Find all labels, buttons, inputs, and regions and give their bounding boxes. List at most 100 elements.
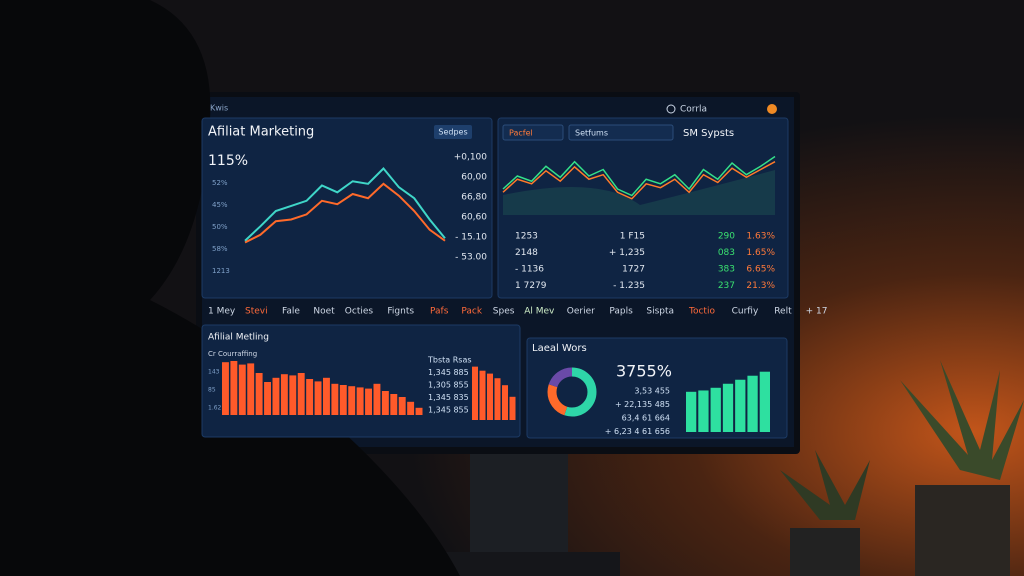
search-icon <box>666 104 676 114</box>
axis-label: 50% <box>212 223 228 231</box>
plant <box>780 360 1024 576</box>
table-cell: 21.3% <box>746 281 775 291</box>
list-item: 3,53 455 <box>634 387 670 396</box>
bar <box>339 385 347 415</box>
bar <box>759 371 770 432</box>
list-item: 1,345 855 <box>428 406 469 415</box>
bar <box>407 401 415 415</box>
list-item: 63,4 61 664 <box>622 414 670 423</box>
data-line <box>502 155 776 197</box>
bar <box>479 370 486 420</box>
list-item: 1,345 835 <box>428 393 469 402</box>
list-item: + 6,23 4 61 656 <box>605 427 670 436</box>
axis-label: - 15.10 <box>455 233 487 243</box>
table-cell: 383 <box>718 265 735 275</box>
table-cell: 1727 <box>622 265 645 275</box>
table-cell: 6.65% <box>746 265 775 275</box>
nav-tab[interactable]: Curfiy <box>732 307 759 317</box>
monitor-stand <box>470 448 568 558</box>
table-cell: 1 7279 <box>515 281 547 291</box>
data-line <box>502 161 776 200</box>
bar <box>698 390 709 432</box>
nav-tab[interactable]: Fignts <box>387 307 414 317</box>
area <box>503 170 775 215</box>
nav-tab[interactable]: Octies <box>345 307 374 317</box>
axis-label: 143 <box>208 369 220 376</box>
stat: 3755% <box>616 362 672 381</box>
bar <box>502 385 508 420</box>
panel-title: Afiliat Marketing <box>208 125 314 140</box>
tab-label: Pacfel <box>509 129 533 138</box>
nav-tab[interactable]: Papls <box>609 307 633 317</box>
nav-tab[interactable]: Oerier <box>567 307 595 317</box>
panel-title: Laeal Wors <box>532 343 587 354</box>
axis-label: 1.62 <box>208 405 222 412</box>
bar <box>222 362 229 415</box>
nav-tab[interactable]: Toctio <box>688 307 715 317</box>
nav-tab[interactable]: Sispta <box>646 307 674 317</box>
nav-tab[interactable]: Stevi <box>245 307 268 317</box>
nav-tab[interactable]: Fale <box>282 307 300 317</box>
bar <box>238 364 246 415</box>
bar <box>710 387 721 432</box>
bar <box>356 387 364 415</box>
data-line <box>244 182 446 244</box>
bar <box>722 383 734 432</box>
dashboard: Kwis Corrla Afiliat Marketing Sedpes 115% 52%… <box>201 104 828 439</box>
bar <box>264 382 271 415</box>
table-cell: - 1136 <box>515 265 544 275</box>
subtitle: Cr Courraffing <box>208 350 257 358</box>
table-cell: 1.65% <box>746 248 775 258</box>
bar <box>487 373 493 420</box>
axis-label: 1213 <box>212 267 230 275</box>
table-cell: 2148 <box>515 248 538 258</box>
list-item: + 22,135 485 <box>615 400 670 409</box>
bar <box>230 361 238 415</box>
panel <box>526 337 788 439</box>
bar <box>509 396 516 420</box>
nav-tab[interactable]: + 17 <box>806 307 828 317</box>
nav-tab[interactable]: Al Mev <box>524 307 555 317</box>
nav-tab[interactable]: Pafs <box>430 307 449 317</box>
table-cell: - 1.235 <box>613 281 645 291</box>
table-cell: + 1,235 <box>609 248 645 258</box>
panel-title: SM Sypsts <box>683 128 734 139</box>
nav-tab[interactable]: 1 Mey <box>208 307 236 317</box>
person-silhouette <box>0 0 460 576</box>
bar <box>323 377 330 415</box>
nav-tab[interactable]: Relt <box>774 307 792 317</box>
axis-label: 60,00 <box>461 173 487 183</box>
bar <box>381 391 389 415</box>
nav-tab[interactable]: Spes <box>493 307 515 317</box>
button-label: Sedpes <box>438 128 467 137</box>
table-cell: 237 <box>718 281 735 291</box>
bar <box>415 407 423 415</box>
bar <box>280 374 288 415</box>
axis-label: 45% <box>212 201 228 209</box>
search-field[interactable] <box>568 124 674 141</box>
search: Corrla <box>680 105 707 115</box>
brand: Kwis <box>210 104 228 113</box>
bar <box>747 375 758 432</box>
button[interactable] <box>434 125 472 139</box>
axis-label: 60,60 <box>461 213 487 223</box>
bar <box>373 383 381 415</box>
tab[interactable] <box>502 124 564 141</box>
stat: 115% <box>208 153 248 169</box>
axis-label: 85 <box>208 387 216 394</box>
nav-tab[interactable]: Pack <box>461 307 482 317</box>
donut-segment <box>547 367 597 417</box>
axis-label: 66,80 <box>461 193 487 203</box>
panel <box>201 117 493 299</box>
bar <box>306 379 314 415</box>
bar <box>289 375 297 415</box>
bar <box>348 386 356 415</box>
bar <box>686 391 697 432</box>
bar <box>735 379 746 432</box>
list-item: 1,345 885 <box>428 368 469 377</box>
nav-tab[interactable]: Noet <box>313 307 335 317</box>
bar <box>365 388 372 415</box>
table-cell: 290 <box>718 232 735 242</box>
avatar[interactable] <box>767 104 777 114</box>
